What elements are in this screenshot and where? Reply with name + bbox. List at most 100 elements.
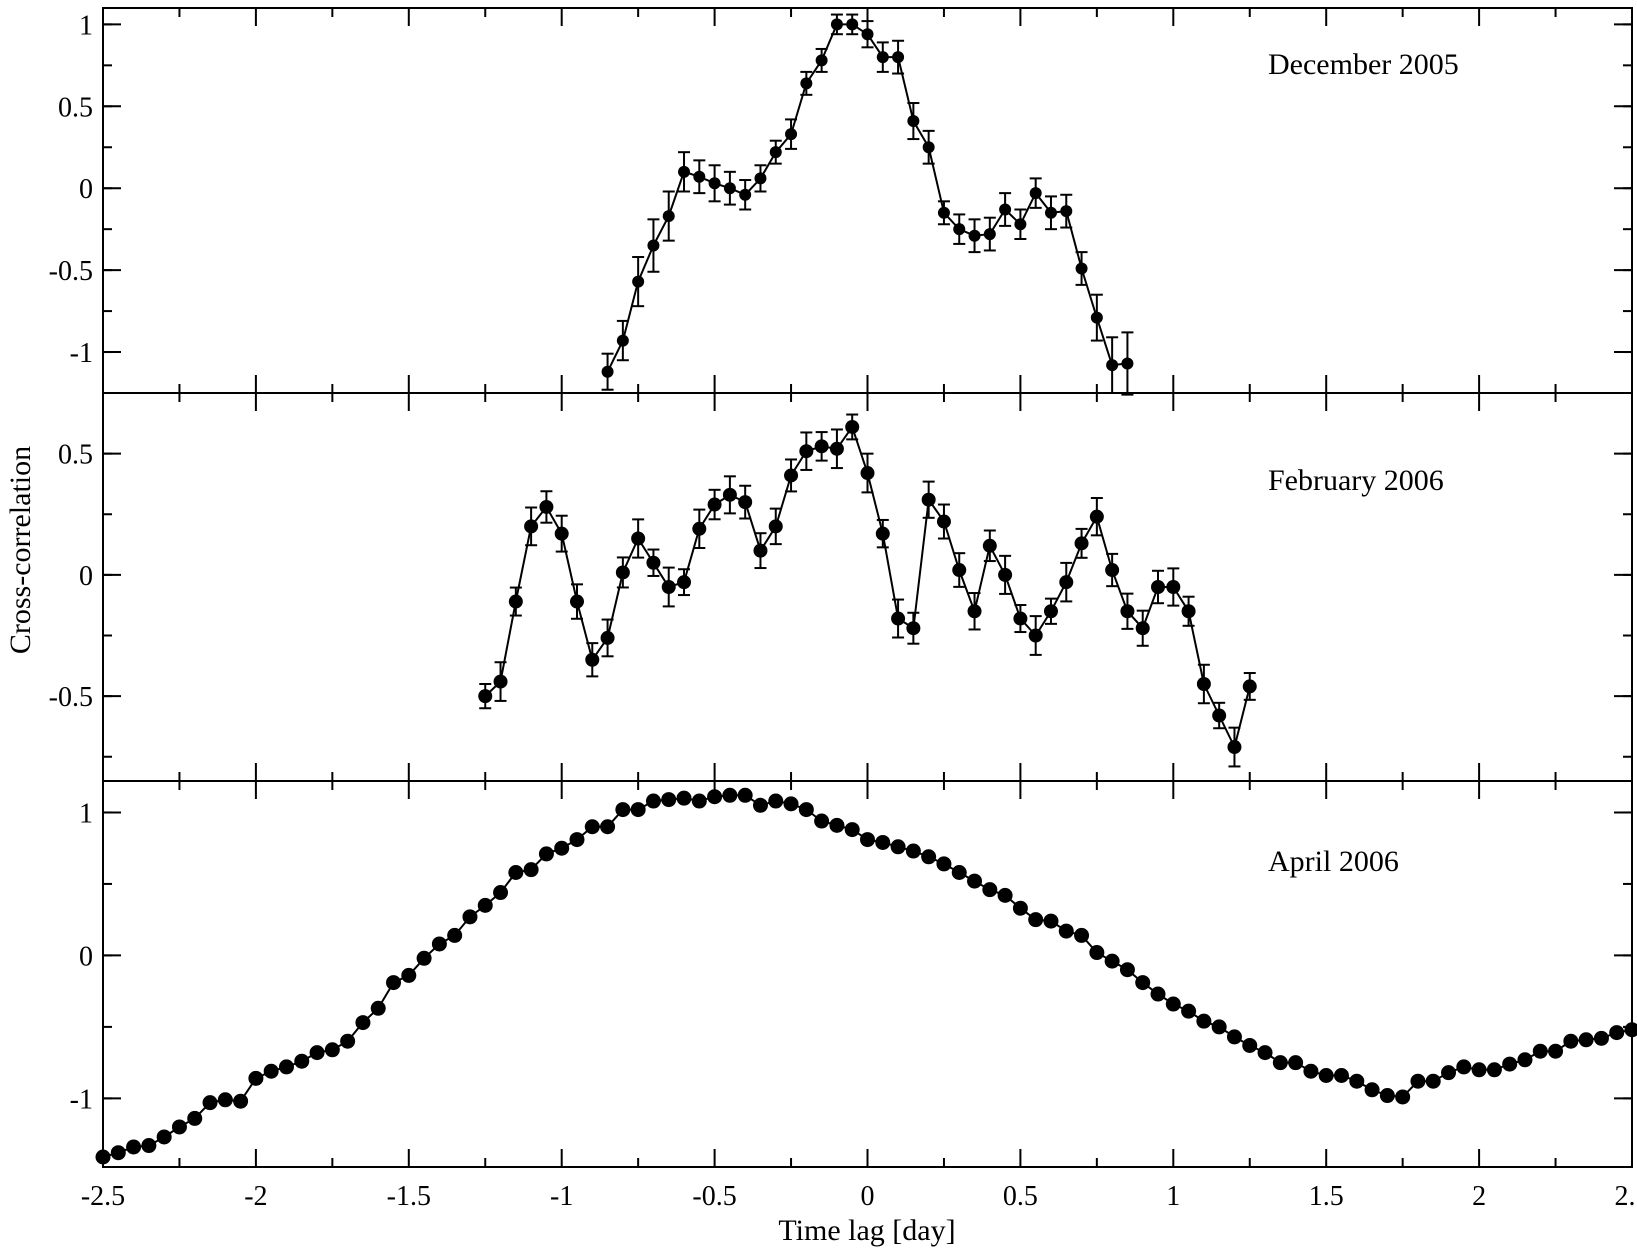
- data-point: [1090, 311, 1103, 324]
- data-point: [752, 797, 768, 813]
- data-point: [814, 439, 829, 454]
- data-point: [1227, 740, 1242, 755]
- data-point: [1012, 900, 1028, 916]
- data-point: [1181, 604, 1196, 619]
- data-point: [386, 975, 402, 991]
- data-point: [632, 275, 645, 288]
- data-point: [524, 519, 539, 534]
- data-point: [1089, 945, 1105, 961]
- data-point: [875, 526, 890, 541]
- data-point: [738, 495, 753, 510]
- data-point: [646, 555, 661, 570]
- data-point: [905, 843, 921, 859]
- data-point: [1043, 604, 1058, 619]
- data-point: [569, 594, 584, 609]
- data-point: [1029, 187, 1042, 200]
- data-point: [447, 927, 463, 943]
- data-point: [1502, 1056, 1518, 1072]
- data-point: [998, 567, 1013, 582]
- data-point: [693, 170, 706, 183]
- data-point: [1165, 996, 1181, 1012]
- data-point: [1181, 1003, 1197, 1019]
- data-point: [1578, 1032, 1594, 1048]
- x-tick-label: -2.5: [81, 1181, 125, 1212]
- data-point: [1548, 1043, 1564, 1059]
- data-point: [722, 787, 738, 803]
- data-point: [860, 466, 875, 481]
- data-point: [768, 793, 784, 809]
- data-point: [1456, 1059, 1472, 1075]
- data-point: [508, 594, 523, 609]
- data-point: [1425, 1073, 1441, 1089]
- data-point: [1058, 923, 1074, 939]
- y-axis-label: Cross-correlation: [4, 446, 37, 654]
- data-point: [937, 206, 950, 219]
- data-point: [676, 790, 692, 806]
- data-point: [493, 885, 509, 901]
- y-tick-label: -0.5: [49, 256, 93, 287]
- y-tick-label: -1: [70, 1084, 93, 1115]
- data-point: [936, 514, 951, 529]
- data-point: [769, 146, 782, 159]
- data-point: [156, 1129, 172, 1145]
- data-point: [1288, 1055, 1304, 1071]
- data-point: [707, 789, 723, 805]
- data-point: [1471, 1062, 1487, 1078]
- data-point: [1593, 1030, 1609, 1046]
- data-point: [554, 526, 569, 541]
- data-point: [539, 499, 554, 514]
- data-point: [493, 674, 508, 689]
- data-point: [477, 897, 493, 913]
- y-tick-label: 1: [79, 10, 93, 41]
- data-point: [753, 543, 768, 558]
- data-point: [1089, 509, 1104, 524]
- data-point: [616, 334, 629, 347]
- data-point: [1226, 1029, 1242, 1045]
- data-point: [508, 864, 524, 880]
- data-point: [294, 1053, 310, 1069]
- x-tick-label: 2.5: [1615, 1181, 1637, 1212]
- data-point: [1242, 679, 1257, 694]
- data-point: [1624, 1022, 1637, 1038]
- data-point: [1028, 628, 1043, 643]
- data-point: [952, 563, 967, 578]
- data-point: [1043, 913, 1059, 929]
- data-point: [1075, 262, 1088, 275]
- data-point: [1211, 1019, 1227, 1035]
- data-point: [876, 51, 889, 64]
- y-tick-label: 0: [79, 174, 93, 205]
- data-point: [785, 128, 798, 141]
- data-point: [126, 1139, 142, 1155]
- data-point: [860, 832, 875, 848]
- data-point: [324, 1042, 340, 1058]
- data-point: [110, 1145, 126, 1161]
- data-point: [829, 441, 844, 456]
- april-2006-panel: 1 0 -1 April 2006: [70, 780, 1637, 1168]
- data-point: [1121, 357, 1134, 370]
- y-tick-label: 0.5: [58, 92, 93, 123]
- y-tick-label: -1: [70, 338, 93, 369]
- data-point: [585, 652, 600, 667]
- data-point: [554, 840, 570, 856]
- x-tick-label: -1: [550, 1181, 573, 1212]
- data-point: [1150, 986, 1166, 1002]
- data-point: [967, 604, 982, 619]
- data-point: [891, 611, 906, 626]
- data-point: [1074, 536, 1089, 551]
- y-tick-label: 0: [79, 941, 93, 972]
- data-point: [1333, 1068, 1349, 1084]
- data-point: [783, 796, 799, 812]
- data-point: [647, 239, 660, 252]
- data-point: [1563, 1033, 1579, 1049]
- data-point: [678, 165, 691, 178]
- data-point: [1364, 1082, 1380, 1098]
- data-point: [784, 468, 799, 483]
- data-point: [722, 487, 737, 502]
- x-tick-label: 1.5: [1309, 1181, 1344, 1212]
- data-point: [370, 1000, 386, 1016]
- data-point: [1349, 1073, 1365, 1089]
- february-2006-panel: 0.5 0 -0.5 February 2006: [49, 392, 1633, 782]
- x-tick-label: -0.5: [692, 1181, 736, 1212]
- data-point: [799, 444, 814, 459]
